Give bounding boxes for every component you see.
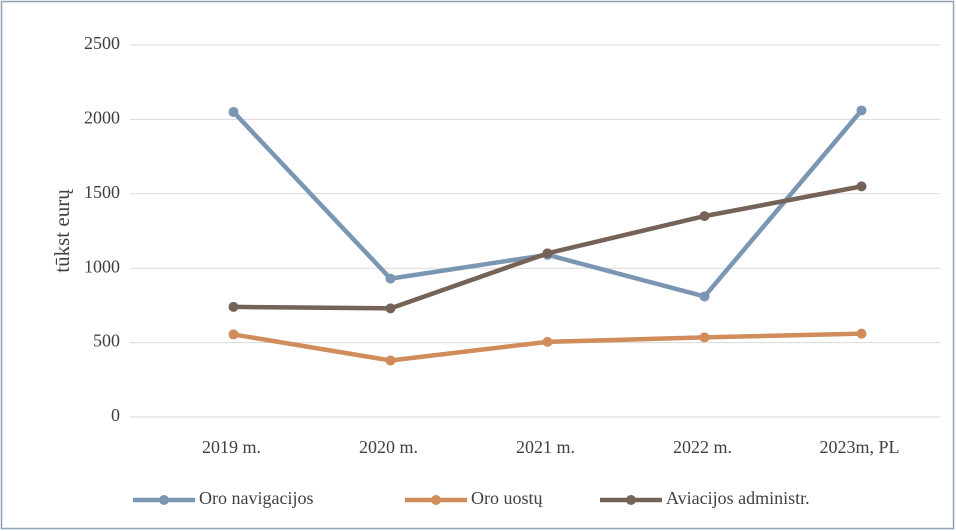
data-point [385, 355, 396, 366]
x-tick-label: 2023m, PL [819, 437, 899, 457]
legend-label: Oro uostų [471, 488, 543, 508]
legend-marker [159, 495, 169, 505]
data-point [856, 328, 867, 339]
y-tick-label: 1500 [84, 182, 120, 202]
data-point [228, 329, 239, 340]
x-tick-label: 2021 m. [516, 437, 575, 457]
y-tick-label: 2000 [84, 108, 120, 128]
legend-label: Oro navigacijos [199, 488, 313, 508]
data-point [856, 105, 867, 116]
data-point [699, 211, 710, 222]
data-point [699, 291, 710, 302]
y-tick-label: 1000 [84, 256, 120, 276]
data-point [699, 332, 710, 343]
y-tick-label: 0 [111, 405, 120, 425]
x-tick-label: 2020 m. [359, 437, 418, 457]
data-point [856, 181, 867, 192]
data-point [542, 336, 553, 347]
data-point [542, 248, 553, 259]
data-point [228, 301, 239, 312]
legend-marker [626, 495, 636, 505]
legend-label: Aviacijos administr. [666, 488, 810, 508]
data-point [385, 303, 396, 314]
legend-marker [431, 495, 441, 505]
data-point [228, 106, 239, 117]
x-tick-label: 2022 m. [673, 437, 732, 457]
x-tick-label: 2019 m. [202, 437, 261, 457]
y-tick-label: 2500 [84, 33, 120, 53]
y-axis-label: tūkst eurų [50, 189, 74, 273]
y-tick-label: 500 [93, 331, 120, 351]
data-point [385, 273, 396, 284]
